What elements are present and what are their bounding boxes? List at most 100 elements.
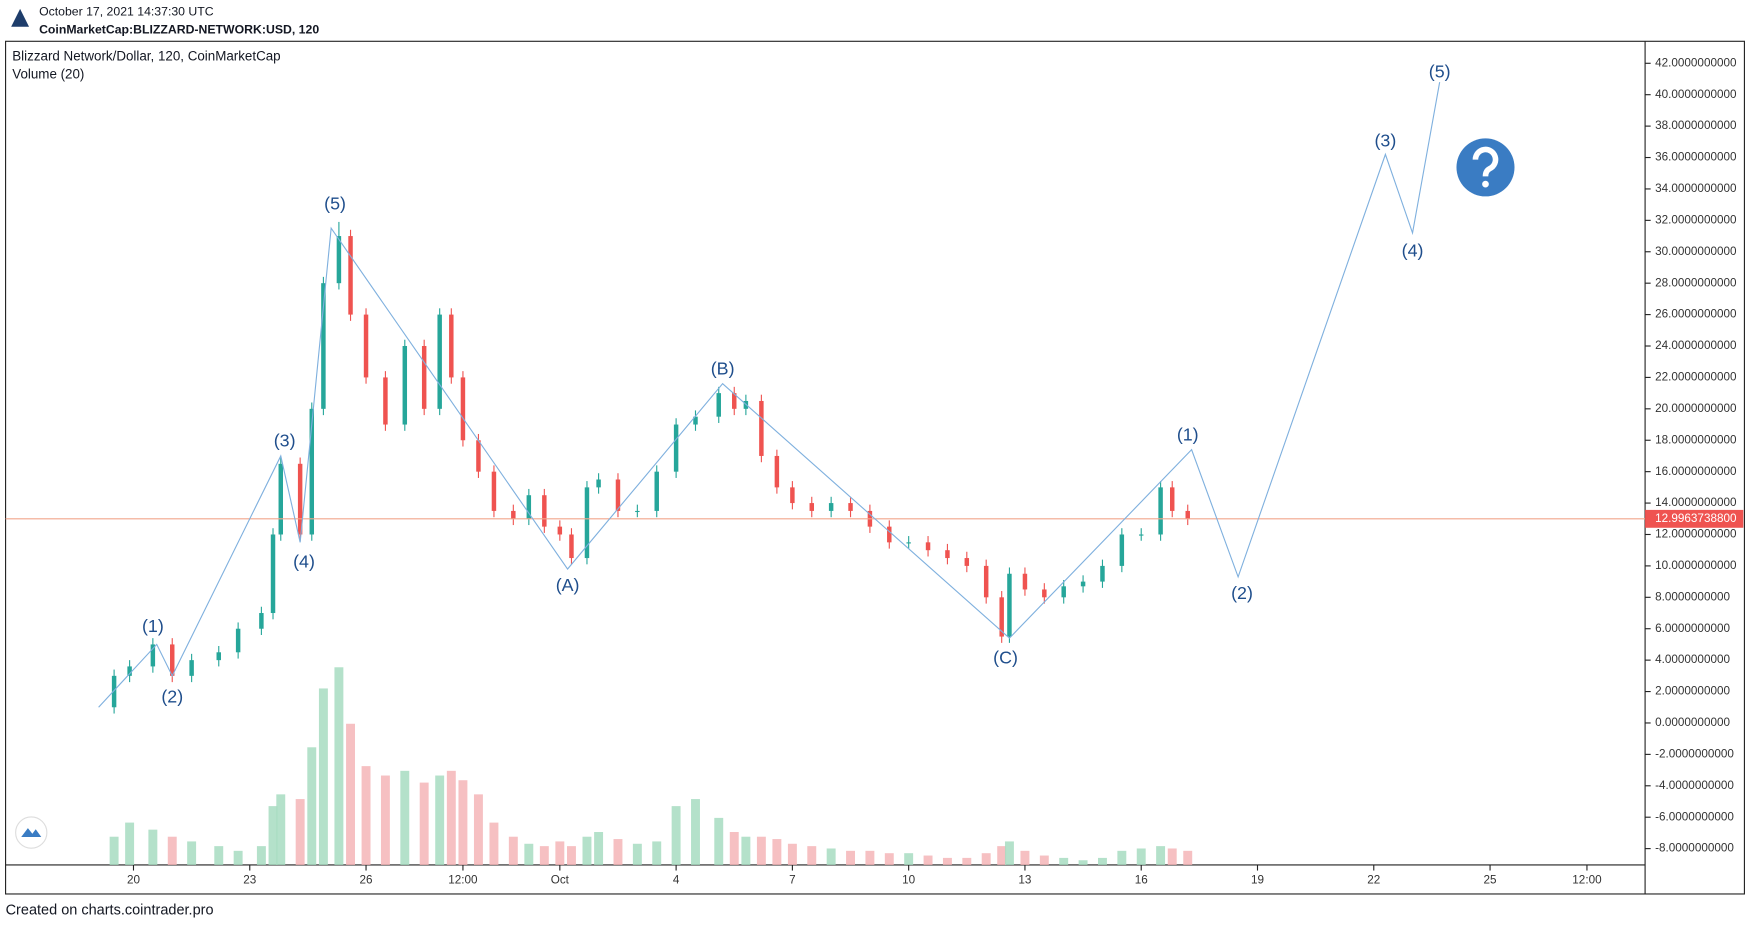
volume-bar — [729, 832, 739, 865]
candle-body — [1169, 487, 1175, 511]
y-tick-label: 12.0000000000 — [1655, 528, 1737, 541]
x-tick-label: 12:00 — [448, 874, 478, 887]
candle-body — [569, 534, 574, 559]
candle-body — [716, 393, 721, 417]
volume-bar — [1097, 857, 1107, 865]
x-tick-label: 16 — [1135, 874, 1148, 887]
volume-bar — [125, 822, 135, 865]
volume-bar — [997, 846, 1007, 865]
wave-label: (2) — [1231, 583, 1253, 603]
candle-body — [111, 675, 117, 708]
candle-body — [1042, 589, 1047, 598]
candle-body — [270, 534, 276, 614]
x-tick-label: 13 — [1018, 874, 1031, 887]
volume-bar — [691, 799, 700, 865]
y-tick-label: 30.0000000000 — [1655, 245, 1737, 258]
candle-body — [170, 644, 175, 676]
volume-bar — [233, 850, 243, 865]
wave-line — [98, 82, 1441, 708]
volume-bar — [1078, 860, 1088, 865]
volume-bar — [594, 832, 604, 865]
y-tick-label: 22.0000000000 — [1655, 371, 1737, 384]
x-tick-label: 4 — [673, 874, 680, 887]
candle-body — [1100, 565, 1105, 582]
volume-bar — [566, 846, 576, 865]
y-tick-label: 20.0000000000 — [1655, 402, 1737, 415]
volume-bar — [400, 770, 410, 865]
candle-body — [421, 346, 427, 409]
y-tick-label: 18.0000000000 — [1655, 433, 1737, 446]
frame — [5, 40, 1745, 895]
wave-label: (3) — [274, 431, 296, 451]
volume-bar — [942, 857, 952, 865]
volume-bar — [524, 843, 534, 865]
tv-logo-mark — [21, 828, 42, 838]
volume-bar — [1059, 857, 1069, 865]
volume-bar — [1183, 850, 1193, 865]
y-tick-label: 0.0000000000 — [1655, 716, 1730, 729]
volume-bar — [1136, 848, 1146, 865]
volume-bar — [380, 775, 390, 865]
wave-label: (3) — [1374, 131, 1396, 151]
candle-body — [321, 283, 326, 409]
last-price-label: 12.9963738800 — [1655, 512, 1737, 525]
volume-bar — [1117, 850, 1127, 865]
candle-body — [906, 542, 911, 544]
candle-body — [235, 628, 241, 653]
x-tick-label: 26 — [360, 874, 373, 887]
volume-bar — [632, 843, 642, 865]
candle-body — [964, 558, 970, 566]
volume-bar — [276, 794, 286, 865]
y-tick-label: 26.0000000000 — [1655, 308, 1737, 321]
candle-body — [526, 495, 532, 519]
volume-bar — [539, 846, 549, 865]
candle-body — [999, 597, 1004, 637]
volume-bar — [214, 846, 224, 865]
candle-body — [402, 346, 408, 425]
candle-body — [150, 644, 156, 667]
candle-body — [1061, 586, 1066, 598]
y-tick-label: 34.0000000000 — [1655, 182, 1737, 195]
candle-body — [654, 471, 659, 511]
volume-bar — [846, 850, 855, 865]
candle-body — [732, 393, 737, 409]
y-tick-label: -4.0000000000 — [1655, 779, 1734, 792]
candle-body — [460, 377, 466, 441]
candle-body — [1119, 534, 1125, 566]
volume-bar — [446, 770, 456, 865]
volume-bar — [167, 836, 177, 865]
volume-bar — [361, 766, 371, 865]
volume-bar — [1167, 848, 1177, 865]
candle-body — [476, 440, 481, 472]
wave-label: (5) — [1429, 61, 1451, 81]
volume-bar — [555, 841, 565, 865]
candle-body — [491, 471, 497, 511]
y-tick-label: 32.0000000000 — [1655, 213, 1737, 226]
last-price-box — [1645, 509, 1744, 528]
volume-bar — [962, 857, 972, 865]
candle-body — [278, 463, 284, 535]
timestamp: October 17, 2021 14:37:30 UTC — [39, 5, 214, 19]
candle-body — [363, 314, 369, 378]
x-tick-label: Oct — [551, 874, 570, 887]
volume-bar — [756, 836, 766, 865]
y-tick-label: 38.0000000000 — [1655, 119, 1737, 132]
x-tick-label: 25 — [1484, 874, 1498, 887]
volume-bar — [1039, 855, 1049, 865]
volume-bar — [1004, 841, 1014, 865]
wave-label: (4) — [1402, 240, 1424, 260]
candle-body — [693, 416, 698, 425]
volume-bar — [904, 853, 914, 865]
volume-bar — [295, 799, 305, 865]
volume-bar — [435, 775, 445, 865]
question-mark — [1472, 146, 1499, 177]
candle-body — [449, 314, 454, 378]
volume-bar — [613, 839, 623, 865]
volume-bar — [346, 723, 356, 865]
volume-legend: Volume (20) — [12, 66, 84, 81]
candle-body — [542, 495, 547, 527]
candle-body — [673, 424, 679, 472]
candle-body — [348, 236, 353, 315]
chart-title: Blizzard Network/Dollar, 120, CoinMarket… — [12, 48, 280, 63]
candle-body — [596, 479, 601, 488]
